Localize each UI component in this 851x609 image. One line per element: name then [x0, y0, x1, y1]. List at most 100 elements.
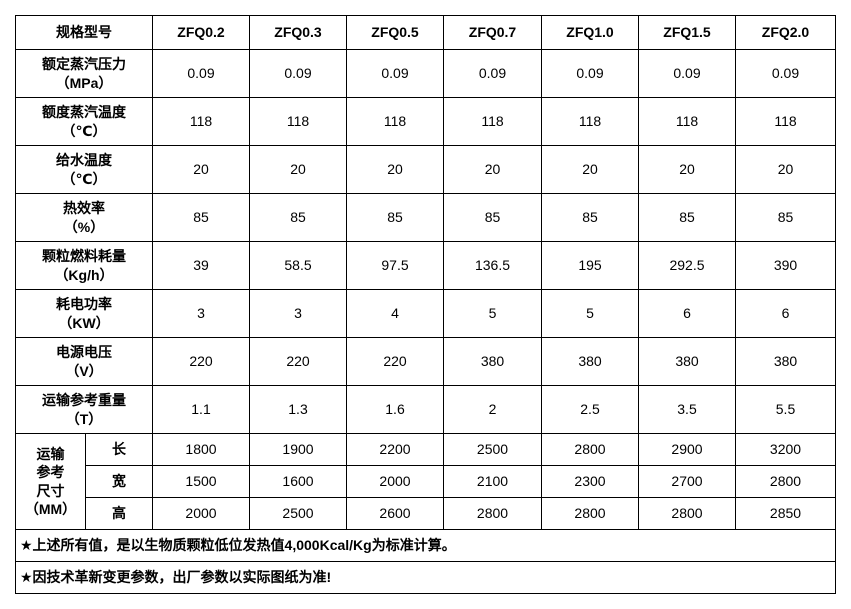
table-row: 宽 1500 1600 2000 2100 2300 2700 2800	[16, 465, 836, 498]
table-cell: 39	[152, 241, 250, 290]
table-cell: 1800	[152, 433, 250, 466]
table-cell: 2200	[346, 433, 444, 466]
dimension-key-height: 高	[85, 497, 153, 530]
table-cell: 118	[152, 97, 250, 146]
dimension-key-length: 长	[85, 433, 153, 466]
row-label-name: 热效率	[63, 200, 105, 217]
row-label-unit: （Kg/h）	[54, 266, 114, 283]
table-cell: 390	[735, 241, 836, 290]
table-cell: 1600	[249, 465, 347, 498]
table-cell: 1.1	[152, 385, 250, 434]
table-cell: 2850	[735, 497, 836, 530]
table-cell: 380	[443, 337, 542, 386]
table-cell: 2800	[541, 433, 639, 466]
table-cell: 85	[443, 193, 542, 242]
model-header: ZFQ1.5	[638, 15, 736, 50]
table-cell: 20	[152, 145, 250, 194]
table-row: 热效率 （%） 85 85 85 85 85 85 85	[15, 193, 836, 242]
row-label-unit: （V）	[65, 362, 103, 379]
table-cell: 5.5	[735, 385, 836, 434]
table-cell: 0.09	[638, 49, 736, 98]
model-header: ZFQ0.3	[249, 15, 347, 50]
table-cell: 2.5	[541, 385, 639, 434]
table-cell: 1.6	[346, 385, 444, 434]
table-cell: 118	[638, 97, 736, 146]
table-cell: 1500	[152, 465, 250, 498]
row-label-unit: （MPa）	[55, 74, 113, 91]
table-cell: 0.09	[443, 49, 542, 98]
table-cell: 0.09	[249, 49, 347, 98]
row-label-unit: （℃）	[61, 170, 107, 187]
table-cell: 3200	[735, 433, 836, 466]
table-cell: 136.5	[443, 241, 542, 290]
table-cell: 0.09	[346, 49, 444, 98]
table-cell: 220	[152, 337, 250, 386]
table-row: 运输 参考 尺寸 （MM） 长 1800 1900 2200 2500 2800…	[15, 433, 836, 530]
table-cell: 0.09	[541, 49, 639, 98]
table-cell: 118	[249, 97, 347, 146]
note-calculation-basis: ★上述所有值，是以生物质颗粒低位发热值4,000Kcal/Kg为标准计算。	[15, 529, 836, 562]
table-cell: 2900	[638, 433, 736, 466]
model-header: ZFQ0.2	[152, 15, 250, 50]
table-row: 给水温度 （℃） 20 20 20 20 20 20 20	[15, 145, 836, 194]
dimension-label-line: 运输	[36, 446, 65, 463]
table-cell: 1900	[249, 433, 347, 466]
table-cell: 220	[346, 337, 444, 386]
row-label-name: 耗电功率	[56, 296, 112, 313]
dimension-label-line: 参考	[36, 464, 65, 481]
table-cell: 118	[346, 97, 444, 146]
table-cell: 2300	[541, 465, 639, 498]
table-cell: 3.5	[638, 385, 736, 434]
table-cell: 0.09	[152, 49, 250, 98]
table-cell: 2000	[152, 497, 250, 530]
table-cell: 1.3	[249, 385, 347, 434]
table-cell: 2800	[443, 497, 542, 530]
table-cell: 97.5	[346, 241, 444, 290]
spec-table: 规格型号 ZFQ0.2 ZFQ0.3 ZFQ0.5 ZFQ0.7 ZFQ1.0 …	[15, 15, 836, 594]
table-cell: 0.09	[735, 49, 836, 98]
dimension-label-line: （MM）	[24, 500, 77, 517]
table-cell: 2500	[249, 497, 347, 530]
table-cell: 220	[249, 337, 347, 386]
dimension-key-width: 宽	[85, 465, 153, 498]
table-cell: 85	[152, 193, 250, 242]
table-cell: 4	[346, 289, 444, 338]
row-label: 电源电压 （V）	[15, 337, 153, 386]
table-cell: 20	[346, 145, 444, 194]
row-label: 耗电功率 （KW）	[15, 289, 153, 338]
table-cell: 6	[735, 289, 836, 338]
model-header: ZFQ1.0	[541, 15, 639, 50]
table-cell: 2800	[638, 497, 736, 530]
table-cell: 292.5	[638, 241, 736, 290]
row-label-name: 颗粒燃料耗量	[42, 248, 126, 265]
table-cell: 6	[638, 289, 736, 338]
row-label: 运输参考重量 （T）	[15, 385, 153, 434]
table-cell: 118	[443, 97, 542, 146]
table-cell: 118	[735, 97, 836, 146]
table-cell: 20	[443, 145, 542, 194]
table-cell: 380	[638, 337, 736, 386]
table-cell: 5	[443, 289, 542, 338]
model-header: ZFQ0.7	[443, 15, 542, 50]
row-label-name: 电源电压	[56, 344, 112, 361]
table-cell: 85	[735, 193, 836, 242]
table-row: 额度蒸汽温度 （℃） 118 118 118 118 118 118 118	[15, 97, 836, 146]
row-label-unit: （KW）	[58, 314, 110, 331]
model-header: ZFQ0.5	[346, 15, 444, 50]
row-label: 额度蒸汽温度 （℃）	[15, 97, 153, 146]
note-row: ★上述所有值，是以生物质颗粒低位发热值4,000Kcal/Kg为标准计算。	[15, 529, 836, 562]
table-cell: 5	[541, 289, 639, 338]
table-cell: 85	[638, 193, 736, 242]
table-cell: 2500	[443, 433, 542, 466]
table-cell: 2700	[638, 465, 736, 498]
header-row: 规格型号 ZFQ0.2 ZFQ0.3 ZFQ0.5 ZFQ0.7 ZFQ1.0 …	[15, 15, 836, 50]
table-cell: 380	[541, 337, 639, 386]
dimension-label-line: 尺寸	[36, 482, 65, 499]
row-label-name: 额度蒸汽温度	[42, 104, 126, 121]
table-cell: 85	[541, 193, 639, 242]
table-cell: 195	[541, 241, 639, 290]
table-cell: 380	[735, 337, 836, 386]
table-cell: 2800	[735, 465, 836, 498]
table-cell: 2100	[443, 465, 542, 498]
row-label-name: 额定蒸汽压力	[42, 56, 126, 73]
